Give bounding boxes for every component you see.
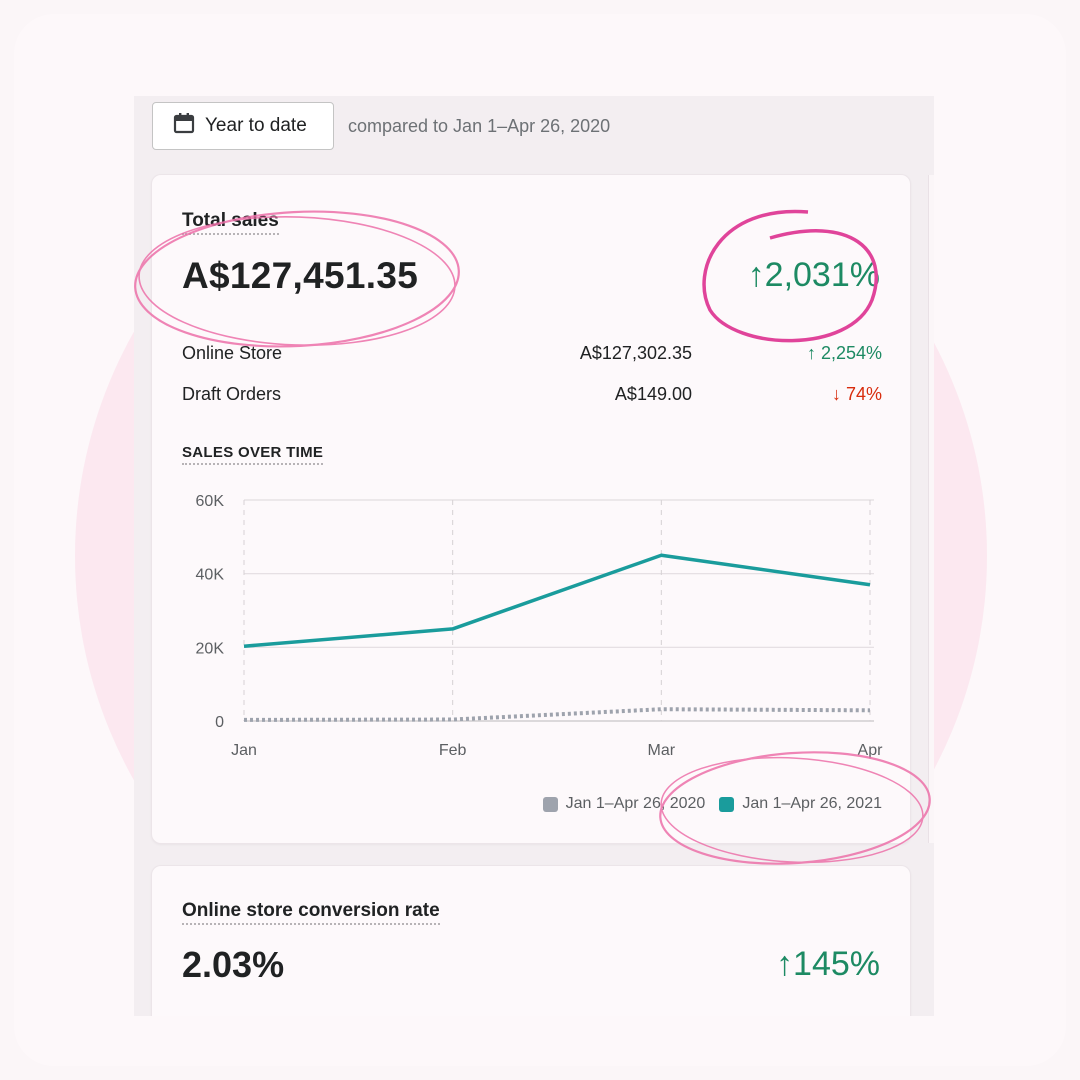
date-range-label: Year to date <box>205 115 307 136</box>
row-change: ↑ 2,254% <box>806 343 882 363</box>
conversion-rate-card: Online store conversion rate 2.03% ↑145% <box>152 866 910 1016</box>
y-tick-label: 60K <box>196 493 225 510</box>
conversion-rate-title[interactable]: Online store conversion rate <box>182 900 440 925</box>
y-tick-label: 20K <box>196 640 225 657</box>
sales-over-time-title[interactable]: SALES OVER TIME <box>182 444 324 465</box>
calendar-icon <box>173 112 195 140</box>
comparison-text: compared to Jan 1–Apr 26, 2020 <box>348 116 611 136</box>
x-tick-label: Mar <box>648 742 676 759</box>
chart-legend: Jan 1–Apr 26, 2020 Jan 1–Apr 26, 2021 <box>542 795 882 813</box>
legend-label-2021: Jan 1–Apr 26, 2021 <box>742 795 882 812</box>
row-name: Online Store <box>182 343 283 363</box>
legend-swatch-2020 <box>542 796 558 812</box>
legend-swatch-2021 <box>719 796 735 812</box>
date-range-button[interactable]: Year to date <box>152 102 334 150</box>
x-tick-label: Feb <box>439 742 467 759</box>
row-name: Draft Orders <box>182 384 282 404</box>
x-tick-label: Apr <box>858 742 884 759</box>
series-line <box>243 553 871 648</box>
x-tick-label: Jan <box>231 742 257 759</box>
row-amount: A$127,302.35 <box>579 343 692 363</box>
legend-label-2020: Jan 1–Apr 26, 2020 <box>565 795 706 812</box>
series-line <box>243 707 871 722</box>
adjacent-card-edge <box>928 175 934 843</box>
conversion-rate-change: ↑145% <box>776 945 880 983</box>
row-amount: A$149.00 <box>614 384 692 404</box>
sales-over-time-chart: 0 20K 40K 60K Jan Feb Mar Apr <box>196 493 884 759</box>
y-tick-label: 0 <box>215 714 224 731</box>
row-change: ↓ 74% <box>831 384 882 404</box>
y-tick-label: 40K <box>196 567 225 584</box>
analytics-panel: Year to date compared to Jan 1–Apr 26, 2… <box>134 96 934 1016</box>
total-sales-card: Total sales A$127,451.35 ↑2,031% Online … <box>152 175 910 843</box>
conversion-rate-value: 2.03% <box>182 944 285 985</box>
